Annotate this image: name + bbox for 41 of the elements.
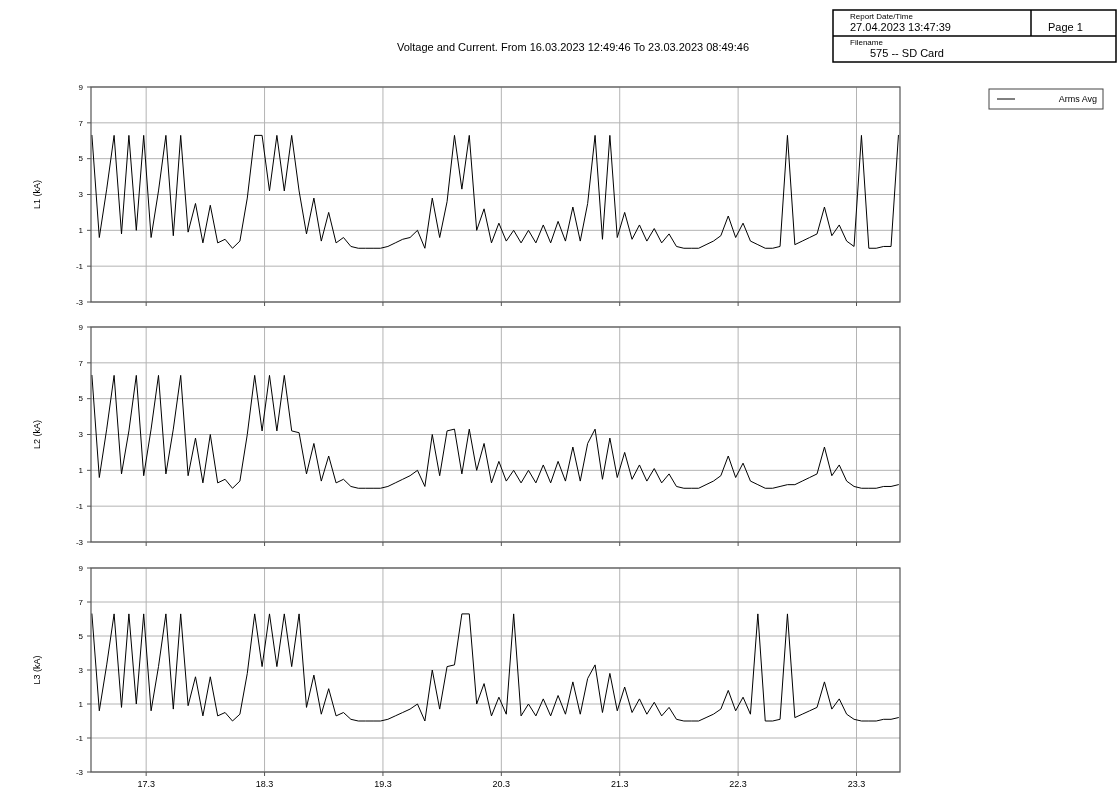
x-tick-label: 20.3 [492,779,511,789]
text: Arms Avg [1058,94,1097,105]
y-tick-label: 3 [78,665,84,675]
y-tick-label: -3 [75,537,84,547]
y-tick-label: -3 [75,297,84,307]
y-tick-label: 7 [78,358,84,368]
y-tick-label: -1 [75,261,84,271]
y-tick-label: 1 [78,699,84,709]
text: 27.04.2023 13:47:39 [850,21,951,33]
y-tick-label: 1 [78,226,84,236]
line-series [91,374,899,489]
y-tick-label: -3 [75,767,84,777]
y-axis-title: L3 (kA) [32,655,42,685]
text: Page 1 [1048,21,1083,33]
text: Report Date/Time [850,12,914,21]
y-tick-label: 3 [78,190,84,200]
line-series [91,134,899,249]
y-tick-label: 1 [78,466,84,476]
line-series [91,613,899,722]
y-tick-label: -1 [75,733,84,743]
x-tick-label: 17.3 [137,779,155,789]
y-tick-label: -1 [75,501,84,511]
y-axis-title: L1 (kA) [32,179,42,210]
y-tick-label: 5 [78,631,84,641]
text: Filename [850,38,884,47]
x-tick-label: 21.3 [610,779,629,789]
y-tick-label: 9 [78,563,84,573]
y-tick-label: 7 [78,597,84,607]
y-tick-label: 9 [78,82,84,92]
text: 575 -- SD Card [870,47,944,59]
chart-title: Voltage and Current. From 16.03.2023 12:49:46 To 23.03.2023 08:49:46 [396,41,750,53]
x-tick-label: 23.3 [847,779,866,789]
y-tick-label: 5 [78,154,84,164]
x-tick-label: 18.3 [255,779,274,789]
x-tick-label: 22.3 [729,779,747,789]
y-tick-label: 3 [78,430,84,440]
x-tick-label: 19.3 [374,779,392,789]
y-tick-label: 5 [78,394,84,404]
y-axis-title: L2 (kA) [32,419,42,450]
y-tick-label: 9 [78,322,84,332]
y-tick-label: 7 [78,118,84,128]
